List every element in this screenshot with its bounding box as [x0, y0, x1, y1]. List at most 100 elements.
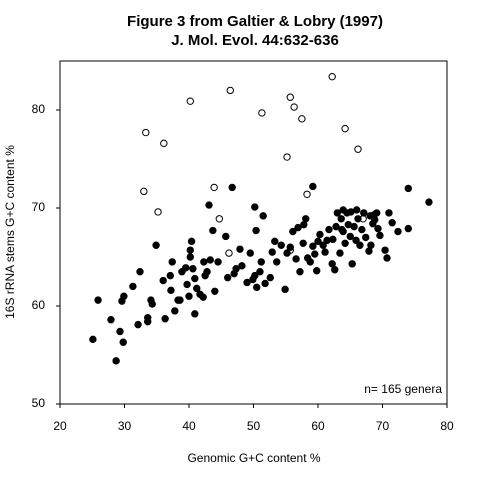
point	[168, 258, 176, 266]
point	[251, 271, 259, 280]
point	[205, 201, 213, 209]
point	[152, 241, 160, 249]
point	[186, 246, 194, 254]
point	[191, 310, 199, 318]
y-tick-label: 60	[32, 298, 46, 312]
point	[268, 248, 276, 256]
x-tick-label: 20	[53, 419, 67, 433]
point	[193, 284, 201, 293]
point	[129, 282, 137, 291]
point	[154, 208, 162, 216]
x-axis-label: Genomic G+C content %	[187, 451, 320, 465]
point	[299, 239, 307, 247]
point	[140, 187, 148, 196]
point	[225, 249, 233, 257]
point	[372, 209, 381, 217]
point	[199, 293, 207, 301]
point	[89, 335, 97, 344]
point	[261, 279, 269, 288]
point	[283, 153, 291, 161]
point	[176, 296, 184, 304]
x-tick-label: 50	[247, 419, 261, 433]
point	[337, 215, 345, 223]
chart-subtitle: J. Mol. Evol. 44:632-636	[171, 32, 339, 49]
point	[238, 262, 246, 270]
y-tick-label: 70	[32, 200, 46, 214]
point	[316, 230, 324, 239]
point	[309, 242, 317, 250]
point	[226, 86, 234, 95]
point	[120, 292, 128, 300]
point	[281, 285, 289, 294]
point	[329, 235, 337, 244]
point	[224, 273, 232, 282]
point	[232, 265, 240, 273]
point	[166, 271, 174, 280]
point	[171, 307, 179, 315]
y-tick-label: 80	[32, 102, 46, 116]
point	[290, 103, 298, 111]
point	[348, 260, 356, 268]
point	[191, 274, 199, 283]
point	[185, 292, 193, 300]
point	[251, 203, 259, 211]
point	[362, 233, 370, 242]
point	[294, 223, 302, 232]
point	[142, 128, 150, 137]
point	[354, 215, 362, 223]
point	[366, 212, 374, 220]
point	[303, 190, 311, 198]
x-tick-label: 40	[182, 419, 196, 433]
point	[257, 258, 265, 266]
point	[404, 184, 412, 193]
point	[189, 265, 197, 273]
point	[252, 226, 260, 235]
point	[147, 296, 155, 304]
point	[211, 287, 219, 295]
point	[341, 124, 349, 133]
point	[112, 357, 120, 365]
point	[183, 280, 191, 289]
point	[352, 236, 360, 245]
point	[354, 145, 362, 153]
point	[341, 239, 349, 247]
point	[286, 243, 294, 251]
point	[161, 315, 169, 323]
point	[206, 256, 214, 264]
point	[376, 231, 384, 240]
point	[319, 241, 327, 249]
point	[371, 216, 379, 224]
chart-title: Figure 3 from Galtier & Lobry (1997)	[127, 13, 383, 30]
point	[350, 222, 358, 231]
x-tick-label: 80	[440, 419, 454, 433]
point	[336, 249, 344, 257]
point	[277, 241, 285, 249]
x-tick-label: 30	[118, 419, 132, 433]
point	[339, 227, 347, 236]
point	[314, 237, 322, 246]
y-axis-label: 16S rRNA stems G+C content %	[3, 145, 17, 319]
point	[210, 183, 218, 192]
point	[159, 276, 167, 285]
point	[394, 227, 402, 236]
point	[353, 206, 361, 214]
point	[313, 267, 321, 275]
point	[222, 232, 230, 241]
point	[258, 109, 266, 117]
point	[203, 268, 211, 276]
point	[273, 258, 281, 266]
point	[182, 264, 190, 272]
point	[306, 258, 314, 266]
y-tick-label: 50	[32, 396, 46, 410]
point	[214, 258, 222, 266]
point	[256, 268, 264, 276]
annotation: n= 165 genera	[364, 382, 442, 396]
point	[246, 249, 254, 257]
x-tick-label: 60	[311, 419, 325, 433]
point	[309, 182, 317, 191]
point	[259, 212, 267, 220]
x-tick-label: 70	[376, 419, 390, 433]
point	[346, 232, 354, 241]
point	[271, 237, 279, 246]
